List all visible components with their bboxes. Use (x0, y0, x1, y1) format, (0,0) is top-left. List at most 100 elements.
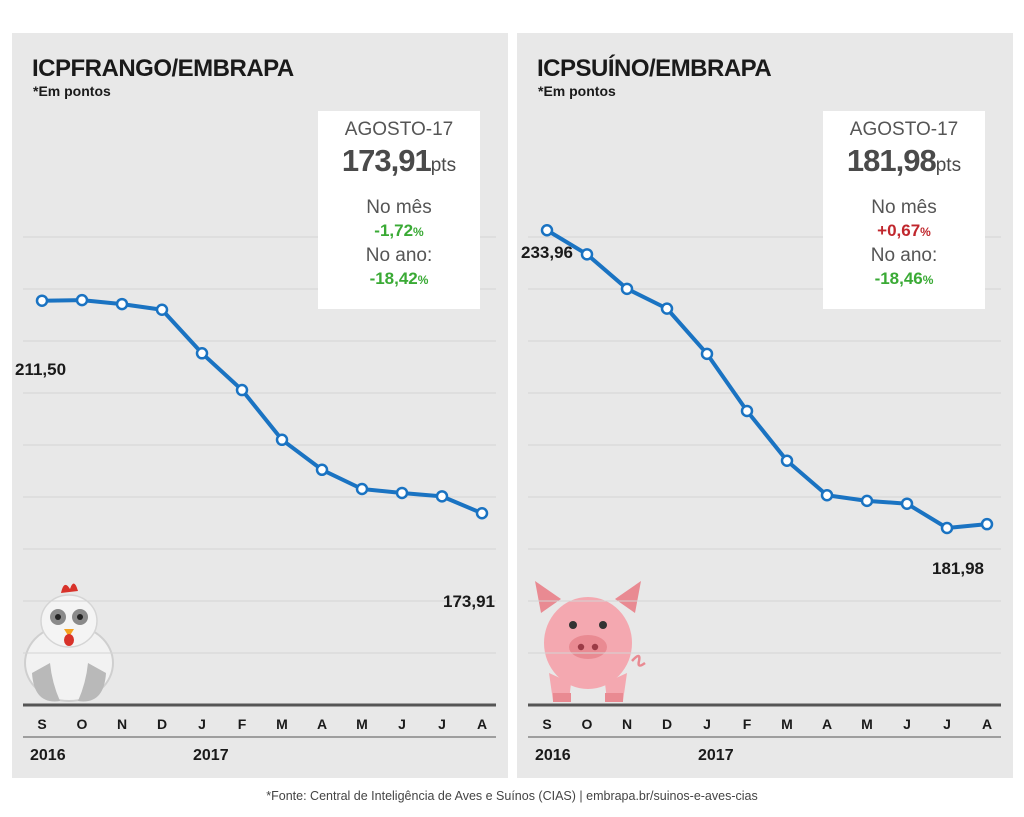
series-path (41, 298, 483, 516)
percent-sign: % (922, 273, 934, 287)
x-tick-label: M (356, 716, 368, 732)
data-point (780, 454, 794, 467)
month-change-label: No mês (871, 197, 937, 218)
percent-sign: % (417, 273, 429, 287)
data-point (475, 507, 489, 520)
chicken-icon (24, 583, 114, 702)
year-label-2017: 2017 (193, 747, 229, 764)
data-point (940, 521, 954, 535)
year-change-number: -18,46 (874, 269, 923, 288)
year-change-value: -18,42% (318, 269, 480, 289)
year-change-label: No ano: (365, 245, 433, 266)
x-tick-label: O (77, 716, 88, 732)
chicken-index-chart: S O N D J F M A M J J A 2016 2017 211,50 173,91 (15, 236, 496, 764)
x-tick-label: J (903, 716, 911, 732)
x-tick-label: D (662, 716, 672, 732)
summary-value-unit: pts (430, 155, 457, 176)
month-change-value: +0,67% (823, 221, 985, 241)
month-change-number: -1,72 (374, 221, 414, 240)
x-tick-label: A (477, 716, 487, 732)
x-tick-label: M (276, 716, 288, 732)
percent-sign: % (920, 225, 931, 239)
data-point (115, 297, 129, 311)
data-point (155, 303, 169, 316)
year-change-value: -18,46% (823, 269, 985, 289)
data-point (700, 347, 714, 361)
summary-value-unit: pts (935, 155, 962, 176)
x-tick-label: N (117, 716, 127, 732)
data-point (660, 302, 674, 315)
x-tick-label: O (582, 716, 593, 732)
summary-value-number: 173,91 (341, 143, 432, 178)
pig-icon (535, 581, 646, 702)
x-tick-label: J (703, 716, 711, 732)
x-tick-label: J (198, 716, 206, 732)
x-tick-label: A (822, 716, 832, 732)
data-point (980, 517, 994, 531)
data-point (35, 294, 49, 307)
panel-subtitle: *Em pontos (33, 83, 111, 99)
last-value-label: 173,91 (443, 592, 495, 611)
pig-index-chart: S O N D J F M A M J J A 2016 2017 233,96 181,98 (521, 223, 1001, 764)
data-point (315, 463, 329, 477)
panel-title: ICPFRANGO/EMBRAPA (32, 55, 294, 82)
month-change-number: +0,67 (877, 221, 921, 240)
series-path (545, 228, 988, 531)
data-point (275, 433, 289, 447)
x-tick-label: J (398, 716, 406, 732)
series-line (540, 223, 994, 535)
x-tick-label: J (943, 716, 951, 732)
summary-value: 181,98pts (823, 143, 985, 179)
data-point (75, 293, 89, 307)
data-point (820, 488, 834, 502)
x-tick-label: D (157, 716, 167, 732)
gridlines (23, 236, 496, 654)
data-point (395, 486, 409, 500)
summary-value: 173,91pts (318, 143, 480, 179)
x-tick-label: A (317, 716, 327, 732)
summary-box: AGOSTO-17 173,91pts No mês -1,72% No ano… (318, 111, 480, 309)
first-value-label: 233,96 (521, 243, 573, 262)
x-tick-label: S (37, 716, 46, 732)
data-point (900, 497, 914, 510)
month-change-value: -1,72% (318, 221, 480, 241)
year-change-number: -18,42 (369, 269, 418, 288)
first-value-label: 211,50 (15, 360, 66, 379)
year-label-2016: 2016 (535, 747, 571, 764)
year-label-2016: 2016 (30, 747, 66, 764)
data-point (435, 490, 449, 503)
data-point (540, 223, 554, 237)
summary-date: AGOSTO-17 (849, 119, 959, 140)
gridlines (528, 236, 1001, 654)
year-label-2017: 2017 (698, 747, 734, 764)
x-tick-label: N (622, 716, 632, 732)
series-line (35, 293, 489, 520)
data-point (235, 383, 249, 397)
data-point (740, 404, 754, 418)
source-footnote: *Fonte: Central de Inteligência de Aves … (266, 789, 758, 803)
summary-date: AGOSTO-17 (344, 119, 454, 140)
year-change-label: No ano: (870, 245, 938, 266)
x-tick-label: A (982, 716, 992, 732)
data-point (195, 347, 209, 360)
percent-sign: % (413, 225, 424, 239)
data-point (860, 494, 874, 508)
pig-index-panel: S O N D J F M A M J J A 2016 2017 233,96 181,98 ICP… (517, 33, 1013, 778)
x-tick-label: F (743, 716, 752, 732)
panel-subtitle: *Em pontos (538, 83, 616, 99)
panel-title: ICPSUÍNO/EMBRAPA (537, 55, 772, 82)
x-tick-label: S (542, 716, 551, 732)
summary-value-number: 181,98 (846, 143, 937, 178)
chicken-index-panel: S O N D J F M A M J J A 2016 2017 211,50 173,91 ICP… (12, 33, 508, 778)
data-point (620, 282, 634, 296)
summary-box: AGOSTO-17 181,98pts No mês +0,67% No ano… (823, 111, 985, 309)
month-change-label: No mês (366, 197, 432, 218)
last-value-label: 181,98 (932, 559, 984, 578)
x-tick-label: M (781, 716, 793, 732)
data-point (580, 248, 594, 261)
x-tick-label: J (438, 716, 446, 732)
data-point (355, 482, 369, 496)
x-tick-label: M (861, 716, 873, 732)
